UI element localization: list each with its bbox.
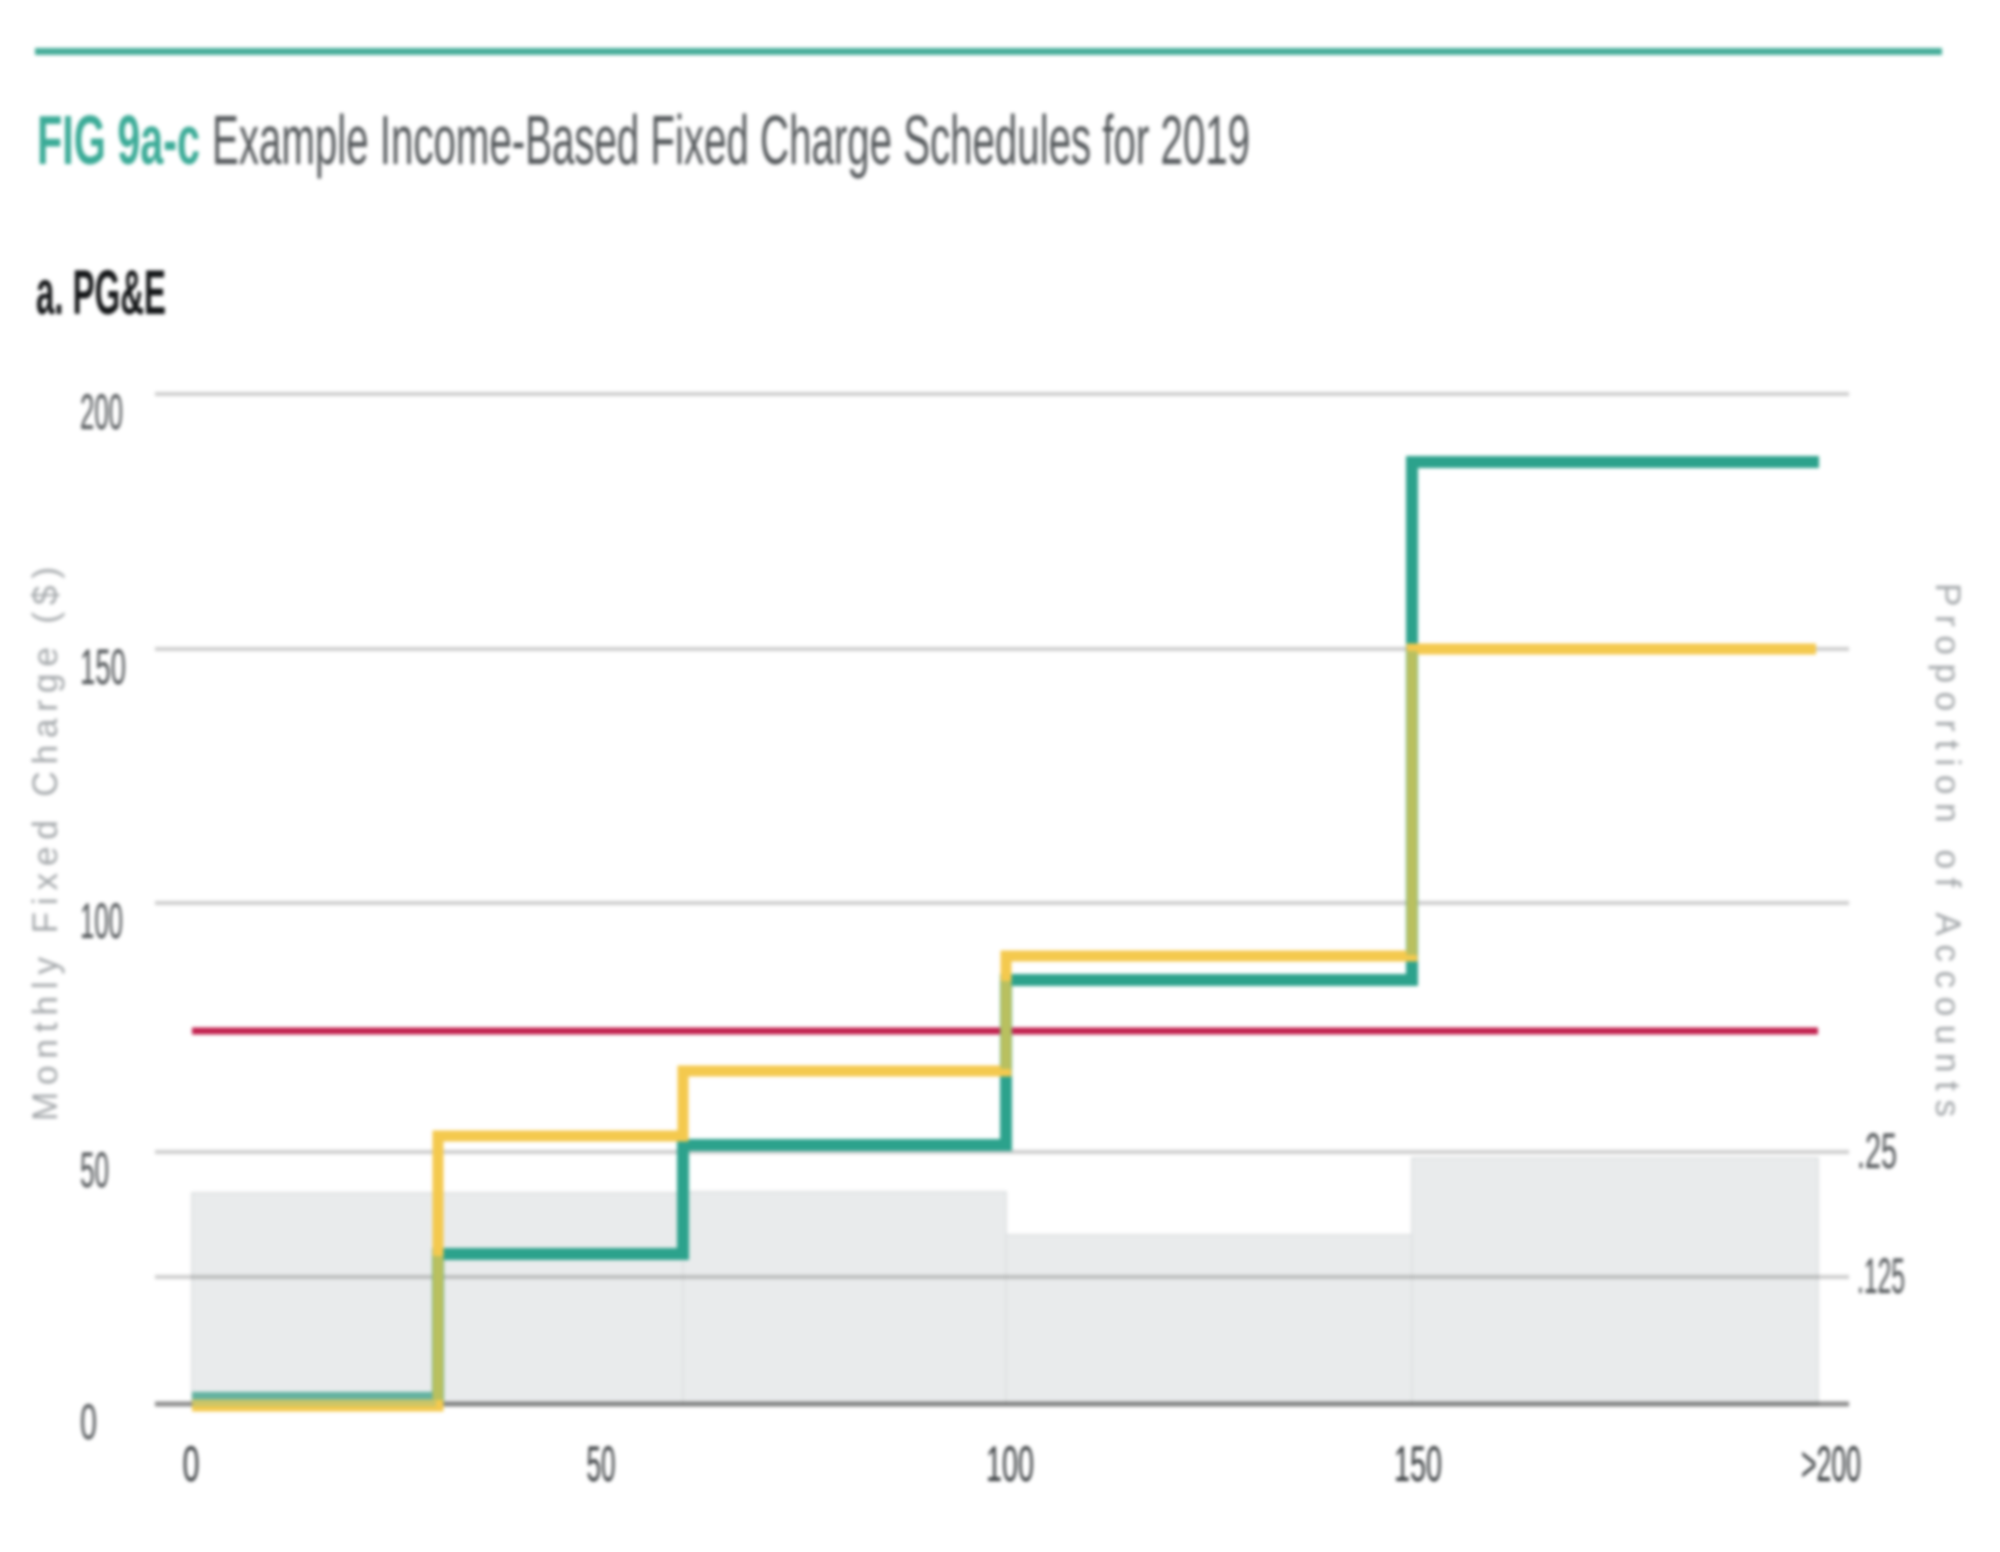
svg-text:.25: .25: [1857, 1123, 1897, 1179]
svg-text:50: 50: [587, 1436, 616, 1492]
svg-text:200: 200: [80, 384, 123, 440]
svg-text:Proportion of Accounts: Proportion of Accounts: [1928, 583, 1967, 1117]
svg-text:>200: >200: [1801, 1436, 1861, 1492]
svg-text:FIG 9a-c: FIG 9a-c: [37, 101, 200, 179]
svg-text:50: 50: [80, 1142, 109, 1198]
svg-text:Example Income-Based Fixed Cha: Example Income-Based Fixed Charge Schedu…: [212, 101, 1250, 179]
svg-text:150: 150: [1394, 1436, 1442, 1492]
svg-text:100: 100: [80, 893, 123, 949]
svg-text:0: 0: [80, 1394, 97, 1450]
svg-text:0: 0: [183, 1436, 200, 1492]
svg-text:a. PG&E: a. PG&E: [36, 258, 166, 328]
svg-text:100: 100: [986, 1436, 1034, 1492]
svg-text:.125: .125: [1857, 1248, 1905, 1304]
svg-text:150: 150: [80, 639, 126, 695]
